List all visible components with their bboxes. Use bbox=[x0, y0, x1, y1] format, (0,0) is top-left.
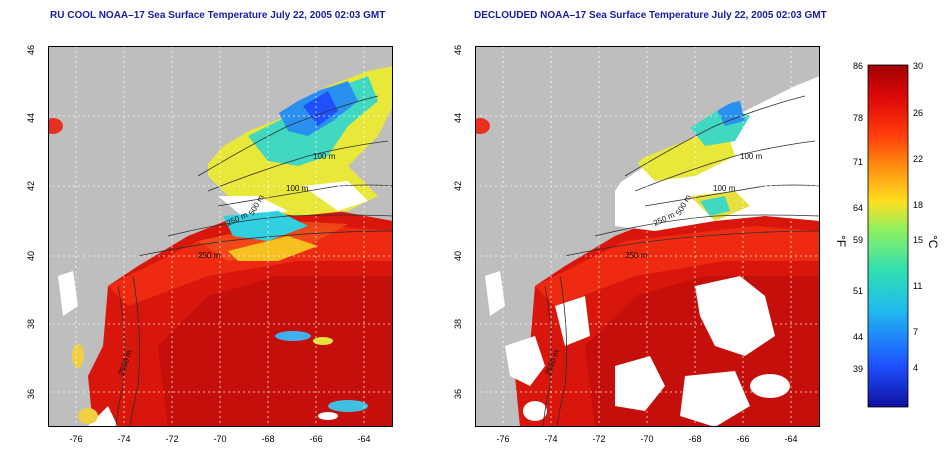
contour-label: 100 m bbox=[740, 152, 763, 161]
celsius-tick: 15 bbox=[913, 235, 923, 245]
celsius-tick: 30 bbox=[913, 61, 923, 71]
y-tick-label: 40 bbox=[453, 251, 463, 261]
y-tick-label: 44 bbox=[26, 113, 36, 123]
x-tick-label: -64 bbox=[784, 434, 797, 444]
x-tick-label: -74 bbox=[544, 434, 557, 444]
right-panel-title: DECLOUDED NOAA–17 Sea Surface Temperatur… bbox=[474, 10, 827, 21]
y-tick-label: 40 bbox=[26, 251, 36, 261]
celsius-tick: 11 bbox=[913, 281, 922, 291]
x-tick-label: -64 bbox=[357, 434, 370, 444]
y-tick-label: 46 bbox=[453, 45, 463, 55]
fahrenheit-tick: 64 bbox=[853, 203, 863, 213]
x-tick-label: -72 bbox=[165, 434, 178, 444]
fahrenheit-tick: 71 bbox=[853, 157, 863, 167]
y-tick-label: 44 bbox=[453, 113, 463, 123]
x-tick-label: -70 bbox=[640, 434, 653, 444]
fahrenheit-tick: 51 bbox=[853, 286, 863, 296]
fahrenheit-tick: 86 bbox=[853, 61, 863, 71]
x-tick-label: -66 bbox=[736, 434, 749, 444]
fahrenheit-tick: 44 bbox=[853, 332, 863, 342]
y-tick-label: 38 bbox=[26, 319, 36, 329]
x-tick-label: -66 bbox=[309, 434, 322, 444]
fahrenheit-tick: 59 bbox=[853, 235, 863, 245]
contour-label: 100 m bbox=[286, 184, 309, 193]
left-panel-title: RU COOL NOAA–17 Sea Surface Temperature … bbox=[50, 10, 386, 21]
y-tick-label: 42 bbox=[453, 181, 463, 191]
x-tick-label: -76 bbox=[496, 434, 509, 444]
celsius-tick: 4 bbox=[913, 363, 918, 373]
celsius-tick: 7 bbox=[913, 327, 918, 337]
y-tick-label: 36 bbox=[26, 389, 36, 399]
x-tick-label: -72 bbox=[592, 434, 605, 444]
temperature-colorbar: 86 78 71 64 59 51 44 39 30 26 22 18 15 1… bbox=[834, 61, 940, 408]
y-tick-label: 46 bbox=[26, 45, 36, 55]
fahrenheit-tick: 39 bbox=[853, 364, 863, 374]
contour-label: 100 m bbox=[713, 184, 736, 193]
contour-label: 250 m bbox=[198, 251, 221, 260]
celsius-tick: 26 bbox=[913, 108, 923, 118]
x-tick-label: -70 bbox=[213, 434, 226, 444]
contour-label: 100 m bbox=[313, 152, 336, 161]
x-tick-label: -74 bbox=[117, 434, 130, 444]
celsius-tick: 22 bbox=[913, 154, 923, 164]
y-tick-label: 42 bbox=[26, 181, 36, 191]
left-sst-map: 100 m 100 m 250 m 250 m 2500 m 500 m bbox=[48, 46, 393, 427]
celsius-unit-label: °C bbox=[926, 235, 940, 249]
y-tick-label: 36 bbox=[453, 389, 463, 399]
fahrenheit-tick: 78 bbox=[853, 113, 863, 123]
right-sst-map: 100 m 100 m 250 m 250 m 2500 m 500 m bbox=[475, 46, 820, 427]
y-tick-label: 38 bbox=[453, 319, 463, 329]
contour-label: 250 m bbox=[625, 251, 648, 260]
fahrenheit-unit-label: °F bbox=[834, 235, 848, 247]
x-tick-label: -68 bbox=[261, 434, 274, 444]
x-tick-label: -68 bbox=[688, 434, 701, 444]
celsius-tick: 18 bbox=[913, 200, 923, 210]
x-tick-label: -76 bbox=[69, 434, 82, 444]
